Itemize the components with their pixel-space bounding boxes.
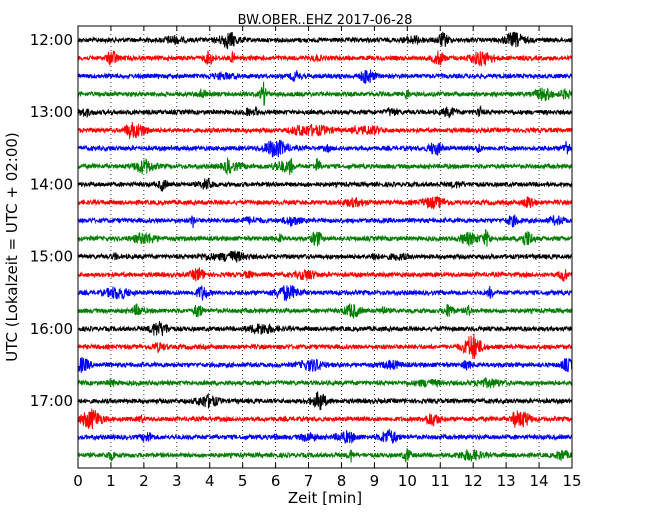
x-tick-label: 7 bbox=[304, 472, 314, 490]
y-axis: 12:00 13:00 14:00 15:00 16:00 17:00 bbox=[30, 31, 572, 410]
y-tick-label: 17:00 bbox=[30, 392, 73, 410]
x-tick-label: 15 bbox=[562, 472, 581, 490]
x-tick-label: 13 bbox=[497, 472, 516, 490]
grid-lines bbox=[110, 26, 540, 468]
trace-group bbox=[77, 31, 573, 463]
trace-line bbox=[77, 214, 573, 229]
x-tick-label: 1 bbox=[106, 472, 116, 490]
trace-line bbox=[77, 285, 573, 302]
trace-line bbox=[77, 377, 573, 389]
x-tick-label: 9 bbox=[370, 472, 380, 490]
x-tick-label: 11 bbox=[431, 472, 450, 490]
trace-line bbox=[77, 229, 573, 248]
trace-line bbox=[77, 250, 573, 263]
trace-line bbox=[77, 321, 573, 337]
trace-line bbox=[77, 121, 573, 139]
x-axis-label: Zeit [min] bbox=[288, 489, 362, 507]
x-tick-label: 0 bbox=[73, 472, 83, 490]
trace-line bbox=[77, 196, 573, 210]
x-tick-label: 3 bbox=[172, 472, 182, 490]
trace-line bbox=[77, 356, 573, 373]
trace-line bbox=[77, 408, 573, 430]
trace-line bbox=[77, 177, 573, 192]
trace-line bbox=[77, 81, 573, 106]
plot-frame bbox=[77, 25, 573, 469]
trace-line bbox=[77, 448, 573, 463]
trace-line bbox=[77, 69, 573, 85]
trace-line bbox=[77, 303, 573, 319]
trace-line bbox=[77, 31, 573, 49]
x-tick-label: 4 bbox=[205, 472, 215, 490]
x-tick-label: 12 bbox=[464, 472, 483, 490]
trace-line bbox=[77, 428, 573, 444]
trace-line bbox=[77, 334, 573, 359]
trace-line bbox=[77, 105, 573, 119]
trace-line bbox=[77, 391, 573, 411]
x-axis: 0 1 2 3 4 5 6 7 8 9 10 11 12 13 14 15 bbox=[73, 26, 582, 490]
y-axis-label: UTC (Lokalzeit = UTC + 02:00) bbox=[3, 132, 21, 362]
y-tick-label: 16:00 bbox=[30, 320, 73, 338]
trace-line bbox=[77, 267, 573, 282]
trace-line bbox=[77, 50, 573, 67]
x-tick-label: 2 bbox=[139, 472, 149, 490]
chart-title: BW.OBER..EHZ 2017-06-28 bbox=[238, 13, 413, 28]
y-tick-label: 14:00 bbox=[30, 175, 73, 193]
y-tick-label: 15:00 bbox=[30, 248, 73, 266]
x-tick-label: 8 bbox=[337, 472, 347, 490]
x-tick-label: 14 bbox=[530, 472, 549, 490]
trace-line bbox=[77, 139, 573, 158]
x-tick-label: 5 bbox=[238, 472, 248, 490]
y-tick-label: 12:00 bbox=[30, 31, 73, 49]
y-tick-label: 13:00 bbox=[30, 103, 73, 121]
x-tick-label: 6 bbox=[271, 472, 281, 490]
x-tick-label: 10 bbox=[398, 472, 417, 490]
trace-line bbox=[77, 157, 573, 176]
